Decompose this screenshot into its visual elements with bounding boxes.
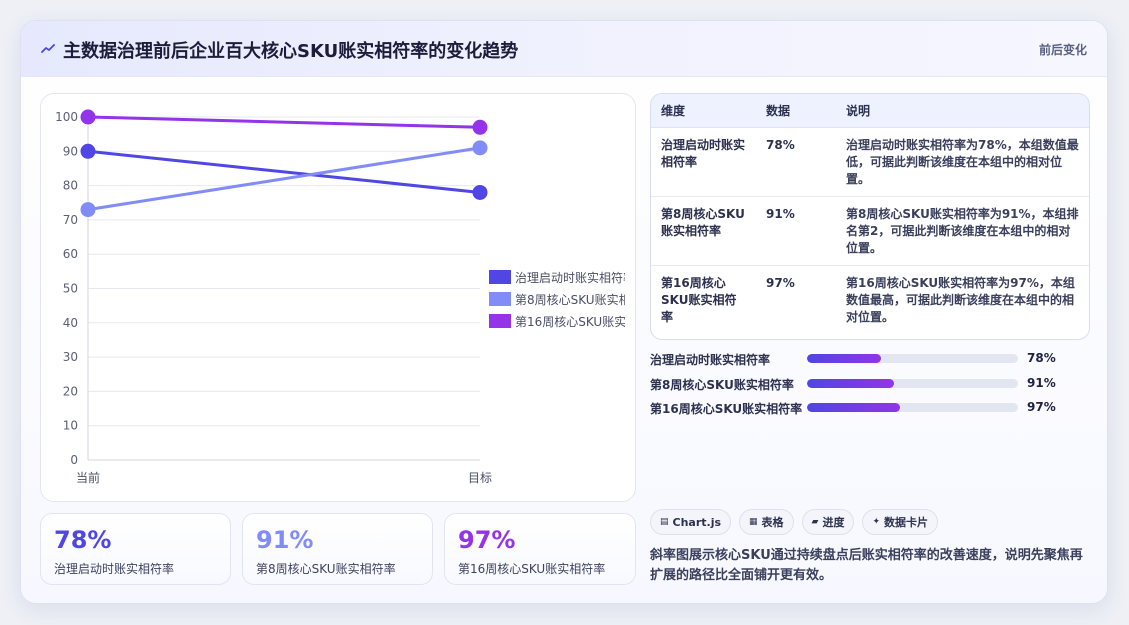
legend-item[interactable]: 第8周核心SKU账实相符率 <box>489 288 625 310</box>
stat-card: 97% 第16周核心SKU账实相符率 <box>444 513 636 585</box>
legend-item[interactable]: 治理启动时账实相符率 <box>489 266 625 288</box>
table-icon: ▦ <box>749 517 758 527</box>
chart-icon: ▤ <box>660 517 669 527</box>
y-tick-label: 90 <box>63 144 78 158</box>
legend-swatch <box>489 270 511 284</box>
slope-chart: 0 10 20 30 40 50 60 70 80 90 100 当前 目标 <box>55 109 492 485</box>
stat-label: 治理启动时账实相符率 <box>54 562 175 576</box>
y-tick-label: 0 <box>70 453 78 467</box>
chip-table[interactable]: ▦ 表格 <box>739 509 794 535</box>
legend-item[interactable]: 第16周核心SKU账实相符率 <box>489 310 625 332</box>
stat-card: 78% 治理启动时账实相符率 <box>40 513 231 585</box>
legend-label: 第8周核心SKU账实相符率 <box>515 292 625 307</box>
table-cell-description: 第8周核心SKU账实相符率为91%，本组排名第2，可据此判断该维度在本组中的相对… <box>836 196 1089 266</box>
y-tick-label: 80 <box>63 179 78 193</box>
progress-list: 治理启动时账实相符率 78% 第8周核心SKU账实相符率 91% 第16周核心S… <box>650 349 1090 423</box>
stat-label: 第8周核心SKU账实相符率 <box>256 562 396 576</box>
table-cell-value: 91% <box>756 196 836 266</box>
chip-label: 表格 <box>761 516 784 529</box>
table-cell-value: 97% <box>766 275 795 290</box>
data-point <box>472 184 488 200</box>
progress-label: 第16周核心SKU账实相符率 <box>650 402 803 416</box>
y-tick-label: 60 <box>63 247 78 261</box>
chip-label: 进度 <box>822 516 845 529</box>
table-cell-dimension: 第16周核心SKU账实相符率 <box>661 275 737 324</box>
data-point <box>80 109 96 125</box>
header: 主数据治理前后企业百大核心SKU账实相符率的变化趋势 前后变化 <box>21 21 1107 77</box>
progress-fill <box>807 378 894 388</box>
stat-value: 78% <box>54 526 112 554</box>
table-header-cell: 维度 <box>651 94 756 128</box>
progress-value: 91% <box>1027 375 1056 390</box>
table-cell-dimension: 第8周核心SKU账实相符率 <box>651 196 756 266</box>
progress-label: 第8周核心SKU账实相符率 <box>650 377 794 392</box>
data-point <box>472 119 488 135</box>
chart-panel: 0 10 20 30 40 50 60 70 80 90 100 当前 目标 治理启动时账实相符率 第8… <box>40 93 636 502</box>
progress-row: 治理启动时账实相符率 78% <box>650 349 1090 374</box>
stat-value: 91% <box>256 526 314 554</box>
legend-label: 第16周核心SKU账实相符率 <box>515 314 625 329</box>
x-tick-label: 当前 <box>76 470 100 485</box>
legend-label: 治理启动时账实相符率 <box>515 270 625 285</box>
header-tag: 前后变化 <box>1038 43 1087 57</box>
progress-row: 第16周核心SKU账实相符率 97% <box>650 398 1090 423</box>
series-line <box>87 146 481 212</box>
series-line <box>87 149 481 194</box>
y-tick-label: 40 <box>63 316 78 330</box>
table-cell-dimension: 治理启动时账实相符率 <box>651 127 756 197</box>
data-point <box>472 140 488 156</box>
summary-note: 斜率图展示核心SKU通过持续盘点后账实相符率的改善速度，说明先聚焦再扩展的路径比… <box>650 548 1083 583</box>
y-tick-label: 30 <box>63 350 78 364</box>
chart-legend: 治理启动时账实相符率 第8周核心SKU账实相符率 第16周核心SKU账实相符率 <box>489 266 625 332</box>
table-header-cell: 数据 <box>756 94 836 128</box>
y-tick-label: 10 <box>63 419 78 433</box>
series-line <box>87 115 481 129</box>
table-cell-value: 78% <box>756 127 836 197</box>
data-point <box>80 202 96 218</box>
chip-data-cards[interactable]: ✦ 数据卡片 <box>862 509 939 535</box>
chip-label: Chart.js <box>672 515 722 529</box>
table-cell-description: 治理启动时账实相符率为78%，本组数值最低，可据此判断该维度在本组中的相对位置。 <box>836 127 1089 197</box>
table-row: 第16周核心SKU账实相符率 97% 第16周核心SKU账实相符率为97%，本组… <box>651 265 1089 334</box>
legend-swatch <box>489 314 511 328</box>
table-header-row: 维度 数据 说明 <box>651 94 1089 128</box>
table-row: 治理启动时账实相符率 78% 治理启动时账实相符率为78%，本组数值最低，可据此… <box>651 127 1089 197</box>
chip-progress[interactable]: ▰ 进度 <box>801 509 855 535</box>
progress-fill <box>807 403 900 412</box>
table-row: 第8周核心SKU账实相符率 91% 第8周核心SKU账实相符率为91%，本组排名… <box>651 196 1089 266</box>
y-tick-label: 100 <box>55 110 78 124</box>
data-table: 维度 数据 说明 治理启动时账实相符率 78% 治理启动时账实相符率为78%，本… <box>650 93 1090 340</box>
page-title: 主数据治理前后企业百大核心SKU账实相符率的变化趋势 <box>63 41 519 62</box>
progress-value: 78% <box>1027 351 1056 365</box>
legend-swatch <box>489 292 511 306</box>
data-point <box>80 143 96 159</box>
stat-label: 第16周核心SKU账实相符率 <box>458 562 606 576</box>
progress-icon: ▰ <box>811 517 819 527</box>
dashboard-card: 主数据治理前后企业百大核心SKU账实相符率的变化趋势 前后变化 0 10 20 30 4… <box>20 20 1108 604</box>
y-tick-label: 20 <box>63 384 78 398</box>
trend-line-icon <box>41 44 55 53</box>
feature-chips: ▤ Chart.js ▦ 表格 ▰ 进度 ✦ 数据卡片 <box>650 509 939 535</box>
x-tick-label: 目标 <box>468 471 492 485</box>
y-tick-label: 70 <box>63 213 78 227</box>
stat-value: 97% <box>458 526 516 554</box>
progress-label: 治理启动时账实相符率 <box>650 353 771 367</box>
progress-row: 第8周核心SKU账实相符率 91% <box>650 374 1090 399</box>
y-tick-label: 50 <box>63 282 78 296</box>
stat-card: 91% 第8周核心SKU账实相符率 <box>242 513 433 585</box>
progress-track <box>807 378 1018 388</box>
progress-track <box>807 403 1018 412</box>
table-cell-description: 第16周核心SKU账实相符率为97%，本组数值最高，可据此判断该维度在本组中的相… <box>846 275 1075 324</box>
chip-chartjs[interactable]: ▤ Chart.js <box>650 509 732 535</box>
sparkle-icon: ✦ <box>872 517 881 527</box>
progress-track <box>807 354 1018 363</box>
table-header-cell: 说明 <box>836 94 1089 128</box>
progress-value: 97% <box>1027 400 1056 414</box>
progress-fill <box>807 354 881 363</box>
chip-label: 数据卡片 <box>884 516 929 529</box>
